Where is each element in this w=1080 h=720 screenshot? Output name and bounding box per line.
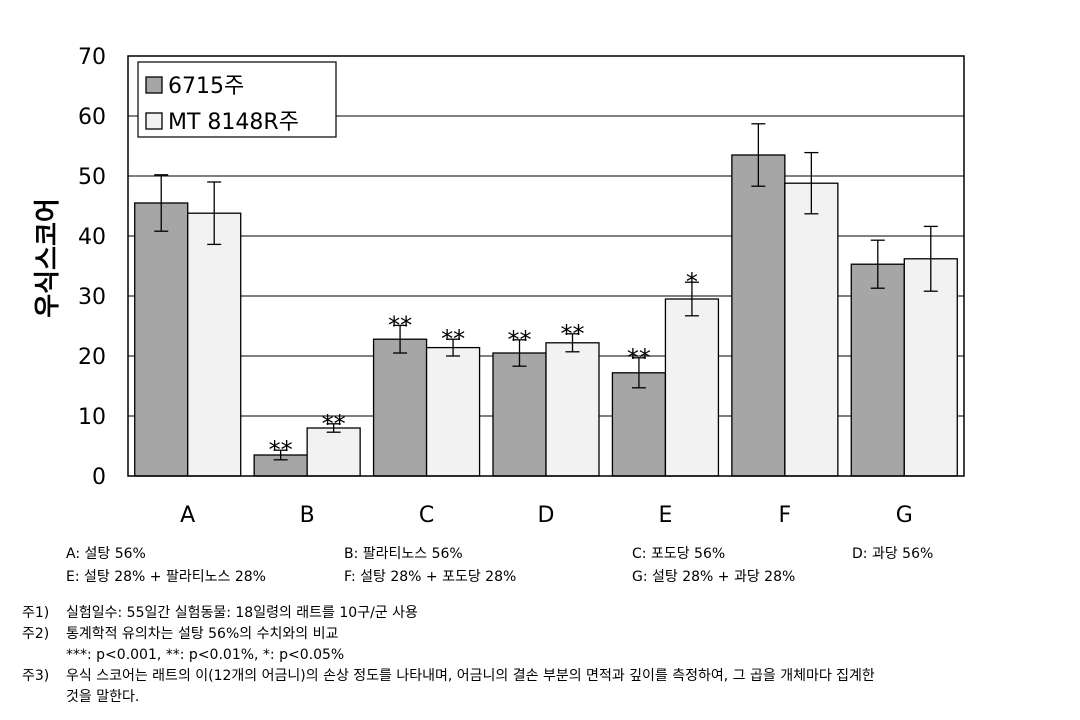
def-e: E: 설탕 28% + 팔라티노스 28% bbox=[66, 569, 266, 585]
bar bbox=[134, 202, 189, 477]
chart-legend: 6715주 MT 8148R주 bbox=[137, 61, 337, 138]
def-c: C: 포도당 56% bbox=[632, 546, 726, 562]
note-2-text: 통계학적 유의차는 설탕 56%의 수치와의 비교 bbox=[66, 626, 339, 642]
bar bbox=[664, 298, 720, 477]
note-2-sub: ***: p<0.001, **: p<0.01%, *: p<0.05% bbox=[66, 647, 345, 663]
significance-mark: ** bbox=[508, 326, 532, 354]
x-tick-label: B bbox=[300, 503, 315, 528]
bar bbox=[187, 212, 242, 477]
x-axis-categories: A B C D E F G bbox=[180, 503, 913, 528]
note-3: 주3) 우식 스코어는 래트의 이(12개의 어금니)의 손상 정도를 나타내며,… bbox=[22, 666, 1072, 687]
x-tick-label: E bbox=[658, 503, 672, 528]
significance-mark: ** bbox=[561, 320, 585, 348]
legend-label: 6715주 bbox=[168, 74, 244, 99]
def-b: B: 팔라티노스 56% bbox=[344, 546, 463, 562]
x-tick-label: G bbox=[896, 503, 913, 528]
note-2: 주2) 통계학적 유의차는 설탕 56%의 수치와의 비교 bbox=[22, 624, 1072, 645]
legend-box bbox=[137, 61, 337, 138]
significance-mark: ** bbox=[322, 410, 346, 438]
def-d: D: 과당 56% bbox=[852, 546, 934, 562]
note-3-label: 주3) bbox=[22, 668, 50, 684]
y-tick-label: 60 bbox=[78, 105, 106, 130]
bar bbox=[545, 342, 600, 477]
def-a: A: 설탕 56% bbox=[66, 546, 146, 562]
significance-mark: ** bbox=[269, 436, 293, 464]
note-1-text: 실험일수: 55일간 실험동물: 18일령의 래트를 10구/군 사용 bbox=[66, 605, 418, 621]
x-tick-label: F bbox=[779, 503, 792, 528]
legend-label: MT 8148R주 bbox=[168, 110, 299, 135]
footnotes: 주1) 실험일수: 55일간 실험동물: 18일령의 래트를 10구/군 사용 주… bbox=[22, 603, 1072, 708]
note-1-label: 주1) bbox=[22, 605, 50, 621]
y-tick-label: 70 bbox=[78, 45, 106, 70]
def-f: F: 설탕 28% + 포도당 28% bbox=[344, 569, 517, 585]
y-tick-label: 30 bbox=[78, 285, 106, 310]
x-tick-label: C bbox=[419, 503, 434, 528]
legend-swatch bbox=[145, 112, 163, 130]
note-3-text-cont: 것을 말한다. bbox=[66, 689, 140, 705]
y-axis-ticks: 0 10 20 30 40 50 60 70 bbox=[78, 45, 106, 490]
y-tick-label: 40 bbox=[78, 225, 106, 250]
y-axis-label: 우식스코어 bbox=[33, 198, 63, 318]
y-tick-label: 50 bbox=[78, 165, 106, 190]
y-tick-label: 0 bbox=[92, 465, 106, 490]
bar bbox=[903, 258, 958, 477]
x-tick-label: D bbox=[538, 503, 555, 528]
x-tick-label: A bbox=[180, 503, 195, 528]
bar bbox=[492, 352, 547, 477]
significance-mark: ** bbox=[388, 311, 412, 339]
bar bbox=[372, 338, 428, 477]
def-g: G: 설탕 28% + 과당 28% bbox=[632, 569, 796, 585]
significance-mark: ** bbox=[441, 325, 465, 353]
note-1: 주1) 실험일수: 55일간 실험동물: 18일령의 래트를 10구/군 사용 bbox=[22, 603, 1072, 624]
significance-mark: * bbox=[686, 268, 698, 296]
bar bbox=[784, 182, 839, 477]
plot-frame bbox=[127, 55, 965, 477]
legend-swatch bbox=[145, 76, 163, 94]
bar bbox=[731, 154, 786, 477]
y-tick-label: 10 bbox=[78, 405, 106, 430]
bars: ****** ** ** ***** bbox=[134, 123, 958, 477]
note-3-text: 우식 스코어는 래트의 이(12개의 어금니)의 손상 정도를 나타내며, 어금… bbox=[66, 668, 875, 684]
y-tick-label: 20 bbox=[78, 345, 106, 370]
bar bbox=[425, 346, 481, 477]
note-2-label: 주2) bbox=[22, 626, 50, 642]
significance-mark: ** bbox=[627, 344, 651, 372]
bar bbox=[850, 263, 905, 477]
